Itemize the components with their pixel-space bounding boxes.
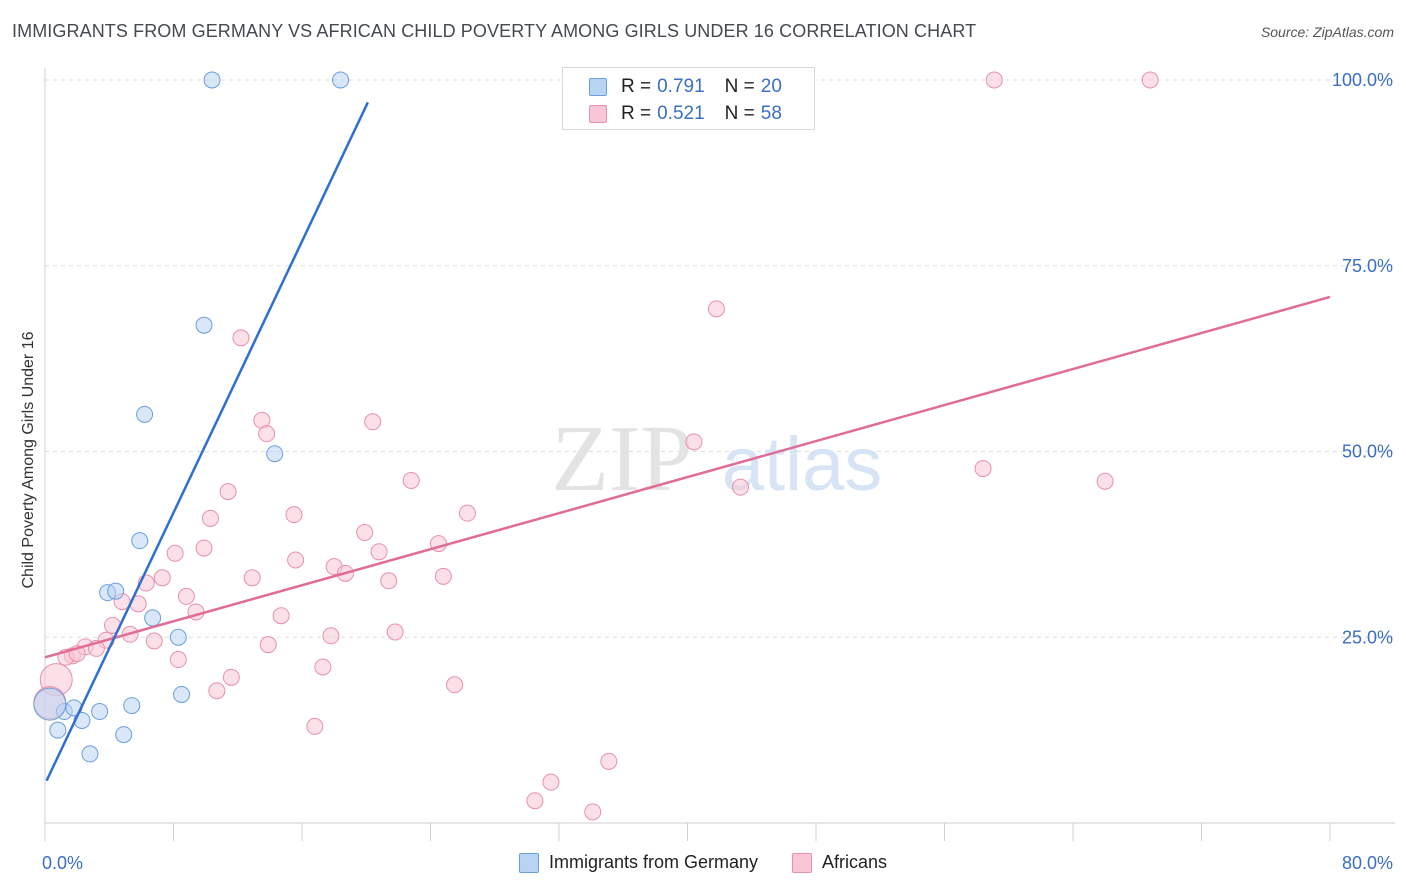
africans-point[interactable] <box>685 433 703 451</box>
legend-label-africans: Africans <box>822 852 888 872</box>
africans-point[interactable] <box>1096 472 1114 490</box>
africans-point[interactable] <box>232 329 250 347</box>
watermark-zip: ZIP <box>552 407 693 511</box>
legend-n-label: N = <box>724 76 755 97</box>
germany-point[interactable] <box>91 703 109 721</box>
africans-point[interactable] <box>272 607 290 625</box>
africans-point[interactable] <box>707 300 725 318</box>
series-legend: Immigrants from Germany Africans <box>0 852 1406 873</box>
legend-row-africans: R = 0.521 N = 58 <box>589 101 782 127</box>
trend-lines <box>44 101 1331 782</box>
x-tick-label: 80.0% <box>1342 853 1393 873</box>
y-axis-title: Child Poverty Among Girls Under 16 <box>20 331 37 589</box>
y-tick-label: 75.0% <box>1342 256 1393 276</box>
watermark: ZIP atlas <box>552 407 883 511</box>
axes <box>44 68 1395 841</box>
africans-point[interactable] <box>153 569 171 587</box>
africans-point[interactable] <box>434 567 452 585</box>
legend-label-germany: Immigrants from Germany <box>548 852 758 872</box>
africans-point[interactable] <box>243 569 261 587</box>
chart-title: IMMIGRANTS FROM GERMANY VS AFRICAN CHILD… <box>12 21 977 41</box>
legend-swatch-africans <box>792 852 812 873</box>
africans-point[interactable] <box>380 572 398 590</box>
africans-point[interactable] <box>201 509 219 527</box>
africans-point[interactable] <box>356 523 374 541</box>
africans-point[interactable] <box>974 460 992 478</box>
africans-point[interactable] <box>584 803 602 821</box>
legend-n-value: 58 <box>760 103 782 124</box>
africans-point[interactable] <box>177 587 195 605</box>
africans-point[interactable] <box>166 544 184 562</box>
germany-point[interactable] <box>195 316 213 334</box>
germany-point[interactable] <box>107 582 125 600</box>
africans-point[interactable] <box>145 632 163 650</box>
y-tick-label: 25.0% <box>1342 627 1393 647</box>
germany-point[interactable] <box>173 685 191 703</box>
germany-point[interactable] <box>49 721 67 739</box>
source-label: Source: ZipAtlas.com <box>1260 24 1394 40</box>
legend-item-africans[interactable]: Africans <box>792 852 887 873</box>
germany-point[interactable] <box>81 745 99 763</box>
africans-point[interactable] <box>219 483 237 501</box>
germany-points <box>33 71 350 763</box>
africans-point[interactable] <box>370 543 388 561</box>
germany-point[interactable] <box>136 405 154 423</box>
legend-r-value: 0.791 <box>657 76 705 97</box>
africans-point[interactable] <box>364 413 382 431</box>
africans-point[interactable] <box>732 478 750 496</box>
germany-trend-line <box>45 101 369 782</box>
germany-point[interactable] <box>332 71 350 89</box>
legend-swatch-africans <box>589 105 607 123</box>
y-tick-label: 50.0% <box>1342 442 1393 462</box>
africans-point[interactable] <box>314 658 332 676</box>
legend-n-value: 20 <box>760 76 782 97</box>
germany-point[interactable] <box>144 609 162 627</box>
germany-point[interactable] <box>203 71 221 89</box>
africans-point[interactable] <box>446 676 464 694</box>
legend-r-label: R = <box>621 76 652 97</box>
legend-swatch-germany <box>589 78 607 96</box>
africans-point[interactable] <box>222 668 240 686</box>
africans-point[interactable] <box>258 425 276 443</box>
x-tick-label: 0.0% <box>42 853 83 873</box>
tick-labels: 25.0% 50.0% 75.0% 100.0% 0.0% 80.0% <box>42 70 1393 873</box>
watermark-atlas: atlas <box>722 422 883 507</box>
africans-point[interactable] <box>285 506 303 524</box>
africans-point[interactable] <box>542 773 560 791</box>
africans-point[interactable] <box>195 539 213 557</box>
germany-point[interactable] <box>123 697 141 715</box>
africans-point[interactable] <box>259 636 277 654</box>
africans-point[interactable] <box>169 651 187 669</box>
legend-row-germany: R = 0.791 N = 20 <box>589 74 782 100</box>
legend-item-germany[interactable]: Immigrants from Germany <box>518 852 758 873</box>
legend-r-label: R = <box>621 103 652 124</box>
germany-point[interactable] <box>266 445 284 463</box>
africans-point[interactable] <box>600 752 618 770</box>
africans-point[interactable] <box>1141 71 1159 89</box>
africans-point[interactable] <box>526 792 544 810</box>
africans-point[interactable] <box>306 717 324 735</box>
y-tick-label: 100.0% <box>1332 70 1393 90</box>
africans-point[interactable] <box>287 551 305 569</box>
correlation-legend: R = 0.791 N = 20 R = 0.521 N = 58 <box>562 67 815 130</box>
legend-n-label: N = <box>724 103 755 124</box>
africans-trend-line <box>44 295 1331 659</box>
africans-point[interactable] <box>208 682 226 700</box>
germany-point[interactable] <box>115 726 133 744</box>
legend-swatch-germany <box>518 852 539 873</box>
africans-point[interactable] <box>985 71 1003 89</box>
legend-r-value: 0.521 <box>657 103 705 124</box>
germany-point[interactable] <box>33 687 67 721</box>
africans-point[interactable] <box>386 623 404 641</box>
germany-point[interactable] <box>131 532 149 550</box>
africans-point[interactable] <box>322 627 340 645</box>
germany-point[interactable] <box>169 628 187 646</box>
africans-point[interactable] <box>458 504 476 522</box>
africans-point[interactable] <box>402 471 420 489</box>
